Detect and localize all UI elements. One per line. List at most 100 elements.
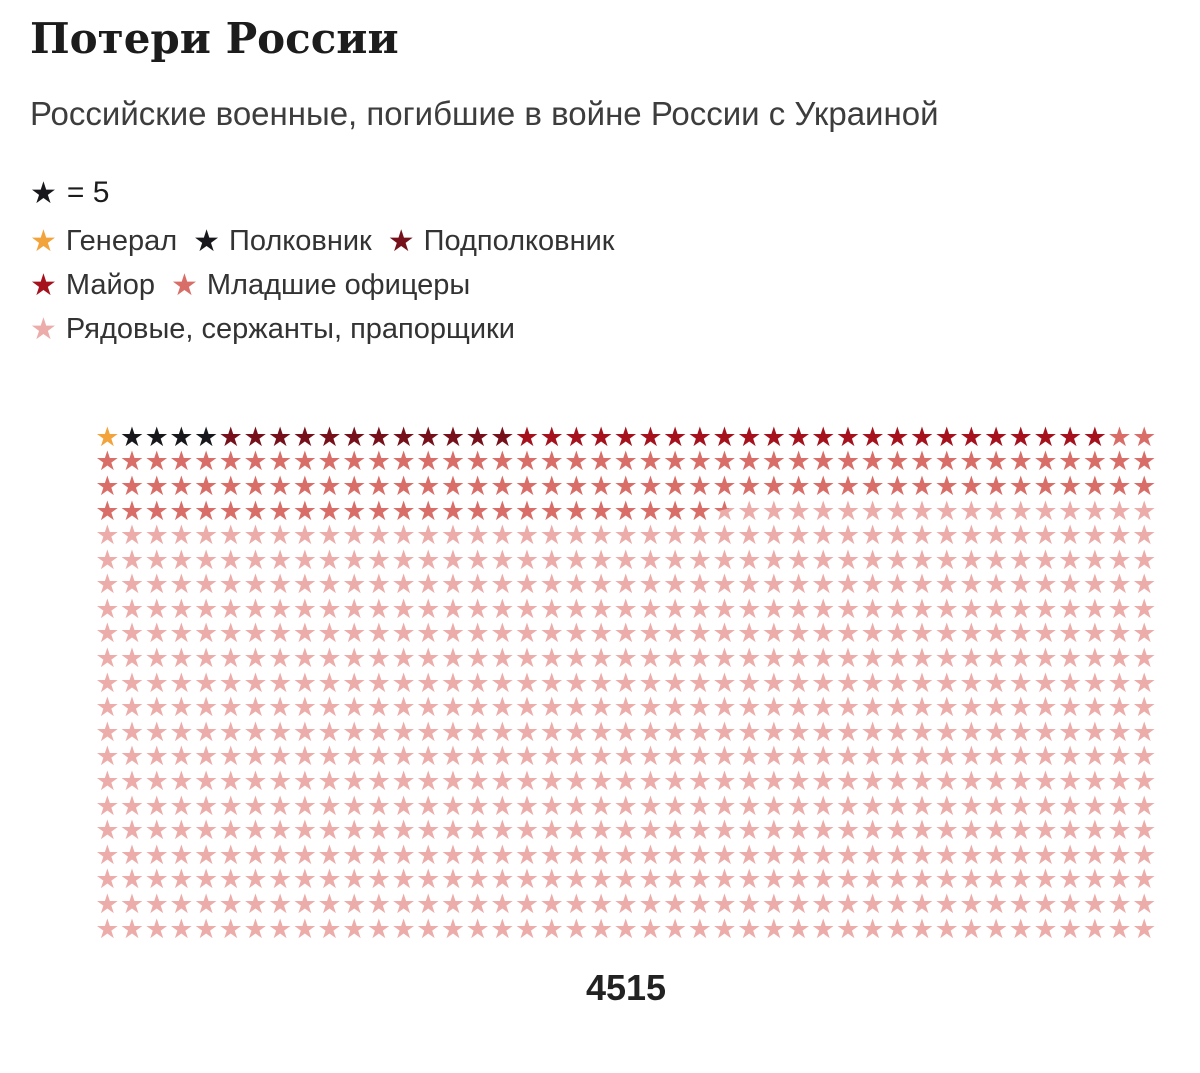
star-icon: ★ bbox=[490, 716, 515, 748]
star-icon: ★ bbox=[983, 692, 1009, 724]
star-icon: ★ bbox=[169, 815, 194, 847]
star-icon: ★ bbox=[465, 864, 490, 896]
star-icon: ★ bbox=[193, 766, 219, 798]
star-icon: ★ bbox=[687, 741, 712, 773]
star-icon: ★ bbox=[588, 446, 614, 478]
star-icon: ★ bbox=[366, 815, 392, 847]
star-icon: ★ bbox=[1107, 544, 1132, 576]
star-icon: ★ bbox=[440, 520, 466, 552]
star-icon: ★ bbox=[860, 741, 885, 773]
star-icon: ★ bbox=[835, 864, 861, 896]
star-icon: ★ bbox=[342, 643, 367, 675]
star-icon: ★ bbox=[514, 593, 540, 625]
star-icon: ★ bbox=[243, 520, 268, 552]
star-icon: ★ bbox=[243, 618, 268, 650]
star-icon: ★ bbox=[613, 446, 638, 478]
star-icon: ★ bbox=[687, 913, 712, 945]
star-icon: ★ bbox=[514, 889, 540, 921]
star-icon: ★ bbox=[737, 790, 762, 822]
legend-row: ★ Майор ★ Младшие офицеры bbox=[30, 270, 1170, 301]
star-icon: ★ bbox=[761, 692, 787, 724]
star-icon: ★ bbox=[1107, 790, 1132, 822]
star-icon: ★ bbox=[144, 716, 169, 748]
star-icon: ★ bbox=[342, 569, 367, 601]
star-icon: ★ bbox=[1033, 446, 1058, 478]
star-icon: ★ bbox=[514, 470, 540, 502]
star-icon: ★ bbox=[342, 593, 367, 625]
star-icon: ★ bbox=[366, 593, 392, 625]
star-icon: ★ bbox=[490, 446, 515, 478]
star-icon: ★ bbox=[1058, 839, 1083, 871]
star-icon: ★ bbox=[1008, 593, 1033, 625]
star-icon: ★ bbox=[317, 643, 342, 675]
star-icon: ★ bbox=[983, 446, 1009, 478]
star-icon: ★ bbox=[909, 495, 935, 527]
star-icon: ★ bbox=[391, 815, 416, 847]
star-icon: ★ bbox=[342, 692, 367, 724]
star-icon: ★ bbox=[465, 667, 490, 699]
star-icon: ★ bbox=[564, 815, 589, 847]
star-icon: ★ bbox=[1082, 766, 1107, 798]
star-icon: ★ bbox=[564, 569, 589, 601]
star-icon: ★ bbox=[835, 741, 861, 773]
star-icon: ★ bbox=[1132, 470, 1157, 502]
star-icon: ★ bbox=[440, 815, 466, 847]
star-icon: ★ bbox=[934, 839, 959, 871]
star-icon: ★ bbox=[218, 913, 243, 945]
star-icon: ★ bbox=[835, 839, 861, 871]
star-icon: ★ bbox=[638, 864, 663, 896]
star-icon: ★ bbox=[30, 175, 57, 211]
star-icon: ★ bbox=[218, 643, 243, 675]
star-icon: ★ bbox=[983, 864, 1009, 896]
star-icon: ★ bbox=[95, 839, 120, 871]
star-icon: ★ bbox=[909, 790, 935, 822]
star-icon: ★ bbox=[860, 790, 885, 822]
star-icon: ★ bbox=[712, 692, 737, 724]
star-icon: ★ bbox=[638, 766, 663, 798]
star-icon: ★ bbox=[1008, 913, 1033, 945]
star-icon: ★ bbox=[687, 766, 712, 798]
star-icon: ★ bbox=[1107, 667, 1132, 699]
star-icon: ★ bbox=[490, 643, 515, 675]
star-icon: ★ bbox=[440, 643, 466, 675]
star-icon: ★ bbox=[1132, 864, 1157, 896]
star-icon: ★ bbox=[317, 569, 342, 601]
star-icon: ★ bbox=[712, 790, 737, 822]
star-icon: ★ bbox=[416, 667, 441, 699]
star-icon: ★ bbox=[564, 889, 589, 921]
star-icon: ★ bbox=[786, 667, 811, 699]
star-icon: ★ bbox=[169, 790, 194, 822]
star-icon: ★ bbox=[909, 815, 935, 847]
star-icon: ★ bbox=[983, 593, 1009, 625]
star-icon: ★ bbox=[712, 766, 737, 798]
star-icon: ★ bbox=[687, 520, 712, 552]
star-icon: ★ bbox=[663, 889, 688, 921]
total-count: 4515 bbox=[585, 967, 667, 1009]
star-icon: ★ bbox=[539, 495, 564, 527]
star-icon: ★ bbox=[588, 766, 614, 798]
star-icon: ★ bbox=[934, 520, 959, 552]
star-icon: ★ bbox=[860, 864, 885, 896]
star-icon: ★ bbox=[1132, 913, 1157, 945]
star-icon: ★ bbox=[761, 643, 787, 675]
star-icon: ★ bbox=[613, 839, 638, 871]
star-icon: ★ bbox=[193, 741, 219, 773]
star-icon: ★ bbox=[1058, 643, 1083, 675]
star-icon: ★ bbox=[737, 864, 762, 896]
star-icon: ★ bbox=[588, 815, 614, 847]
star-icon: ★ bbox=[539, 766, 564, 798]
star-icon: ★ bbox=[1132, 692, 1157, 724]
star-icon: ★ bbox=[292, 667, 317, 699]
star-icon: ★ bbox=[119, 470, 145, 502]
star-icon: ★ bbox=[1132, 741, 1157, 773]
star-icon: ★ bbox=[638, 741, 663, 773]
star-icon: ★ bbox=[564, 839, 589, 871]
star-icon: ★ bbox=[811, 569, 836, 601]
star-icon: ★ bbox=[169, 913, 194, 945]
star-icon: ★ bbox=[761, 815, 787, 847]
star-icon: ★ bbox=[1107, 692, 1132, 724]
star-icon: ★ bbox=[786, 790, 811, 822]
star-icon: ★ bbox=[169, 741, 194, 773]
star-icon: ★ bbox=[860, 495, 885, 527]
star-icon: ★ bbox=[959, 741, 984, 773]
